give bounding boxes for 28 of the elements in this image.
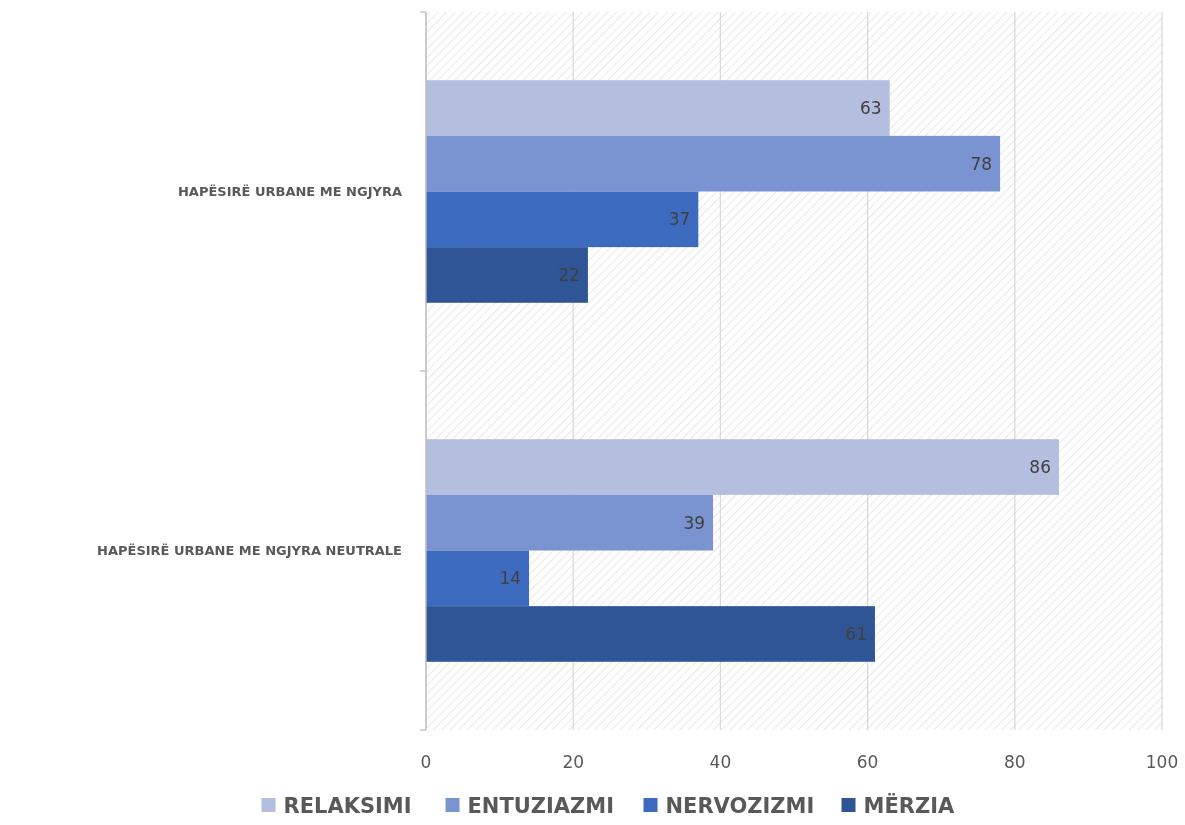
bar <box>426 135 1001 192</box>
x-tick-label: 60 <box>856 752 879 772</box>
bar <box>426 80 890 136</box>
data-label: 63 <box>860 97 882 118</box>
bar <box>426 606 875 662</box>
data-label: 61 <box>845 623 867 644</box>
x-tick-label: 0 <box>420 752 432 772</box>
x-tick-label: 20 <box>562 752 585 772</box>
data-label: 22 <box>558 264 580 285</box>
data-label: 39 <box>683 512 706 533</box>
data-label: 14 <box>499 568 522 589</box>
y-tick-label: HAPËSIRË URBANE ME NGJYRA NEUTRALE <box>97 543 402 559</box>
bar <box>426 494 714 551</box>
bar <box>426 191 699 248</box>
bar <box>426 247 588 303</box>
x-tick-label: 40 <box>709 752 732 772</box>
legend-label: NERVOZIZMI <box>665 794 815 818</box>
data-label: 37 <box>668 209 691 230</box>
legend-label: RELAKSIMI <box>283 794 412 818</box>
x-tick-label: 80 <box>1003 752 1026 772</box>
legend-label: ENTUZIAZMI <box>467 794 615 818</box>
data-label: 78 <box>970 153 993 174</box>
legend-label: MËRZIA <box>863 793 955 818</box>
data-label: 86 <box>1029 456 1051 477</box>
bar <box>426 439 1059 495</box>
bar <box>426 550 530 607</box>
y-tick-label: HAPËSIRË URBANE ME NGJYRA <box>177 184 402 200</box>
x-tick-label: 100 <box>1145 752 1179 772</box>
